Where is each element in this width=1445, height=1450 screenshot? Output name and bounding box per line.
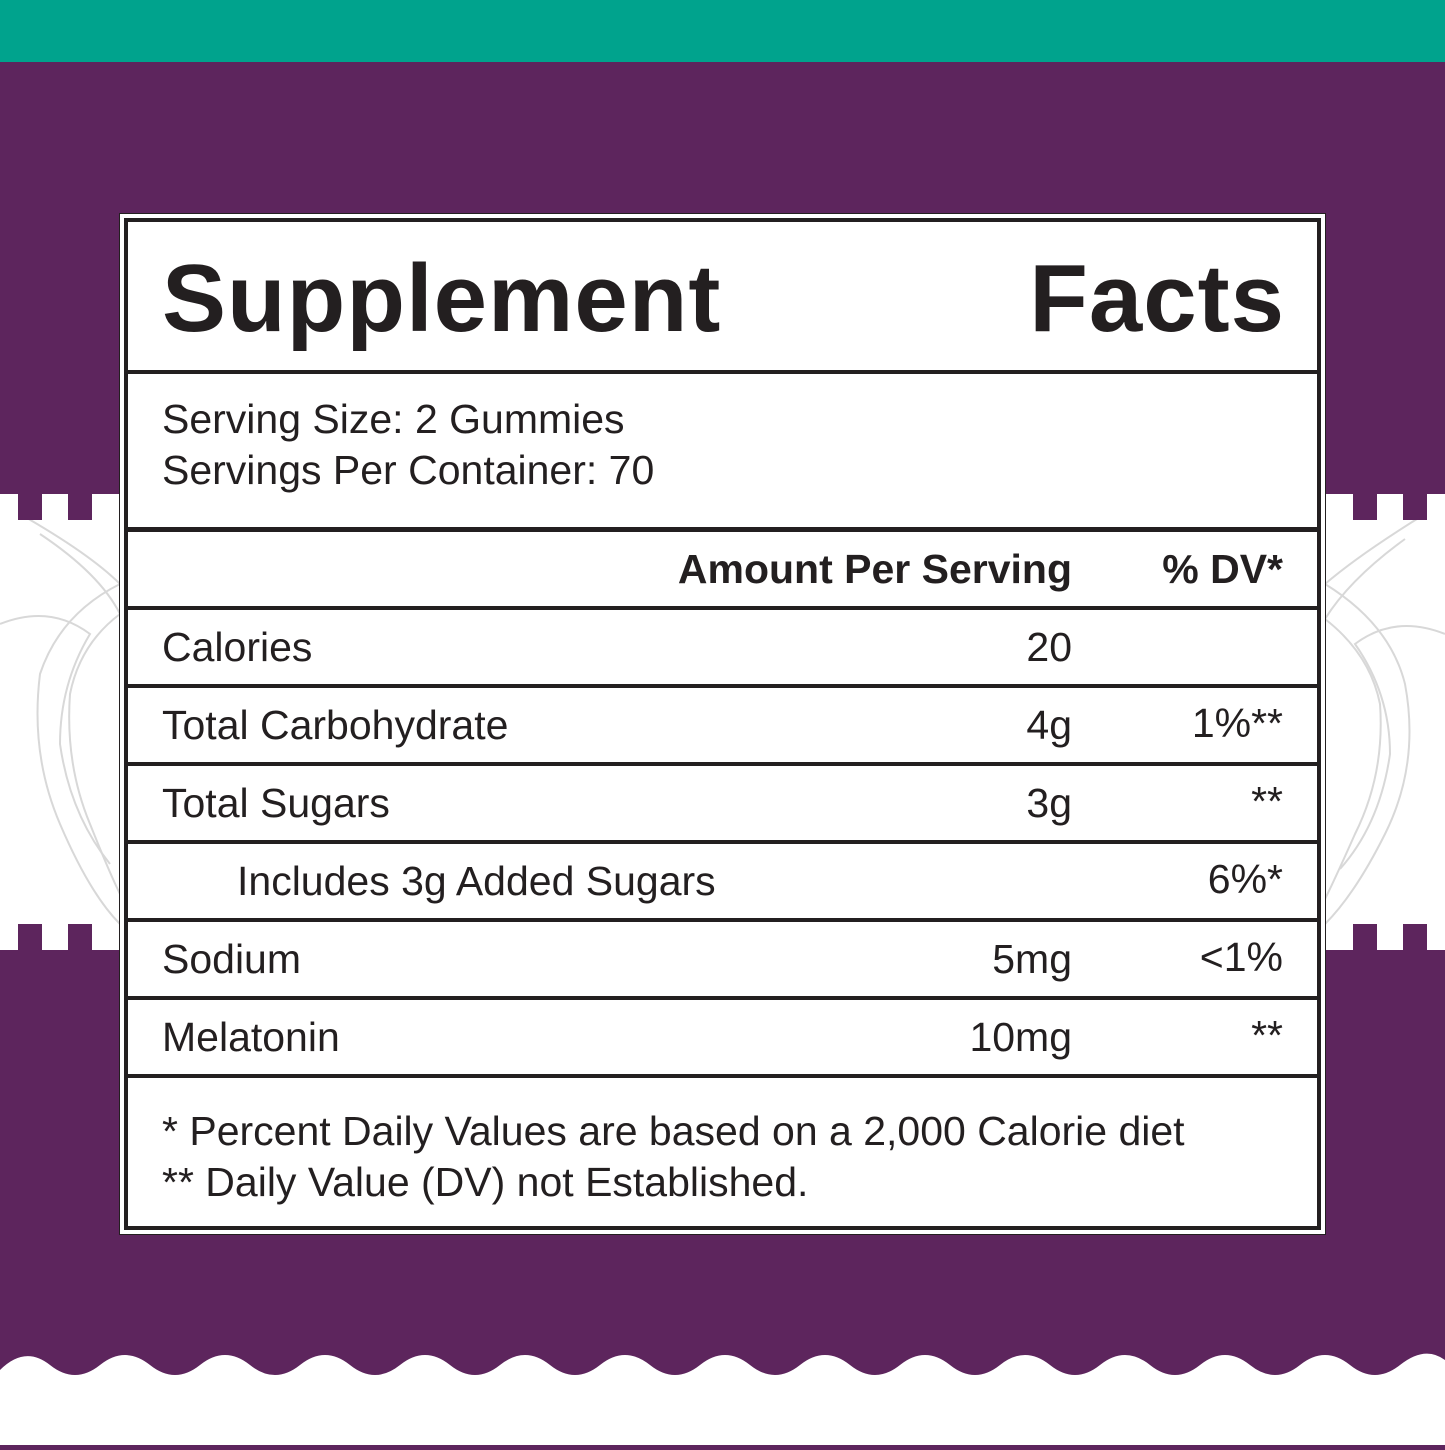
header-amount-per-serving: Amount Per Serving (677, 546, 1072, 592)
table-row: Total Sugars 3g ** (128, 766, 1317, 844)
nutrient-name: Melatonin (162, 1014, 340, 1060)
table-row: Total Carbohydrate 4g 1%** (128, 688, 1317, 766)
nutrient-name: Sodium (162, 936, 302, 982)
serving-info: Serving Size: 2 Gummies Servings Per Con… (128, 374, 1317, 532)
nutrient-dv: <1% (1199, 934, 1283, 980)
header-daily-value: % DV* (1162, 546, 1283, 592)
teal-top-band (0, 0, 1445, 62)
label-panel (119, 213, 1326, 1235)
nutrient-amount: 10mg (969, 1014, 1072, 1060)
crenel-decoration (68, 924, 92, 950)
servings-per-container: Servings Per Container: 70 (162, 447, 655, 493)
crenel-decoration (1403, 494, 1427, 520)
table-row: Includes 3g Added Sugars 6%* (128, 844, 1317, 922)
footnotes: * Percent Daily Values are based on a 2,… (128, 1078, 1317, 1226)
column-header-row: Amount Per Serving % DV* (128, 532, 1317, 610)
crenel-decoration (18, 494, 42, 520)
nutrient-name: Total Sugars (162, 780, 390, 826)
nutrient-amount: 20 (1026, 624, 1072, 670)
crenel-decoration (1353, 494, 1377, 520)
title-word-supplement: Supplement (162, 245, 722, 352)
facts-title: Supplement Facts (128, 222, 1317, 374)
contour-line-pattern (0, 513, 1445, 925)
table-row: Sodium 5mg <1% (128, 922, 1317, 1000)
footnote-percent-dv: * Percent Daily Values are based on a 2,… (162, 1108, 1185, 1154)
serving-size: Serving Size: 2 Gummies (162, 396, 625, 442)
crenel-decoration (1403, 924, 1427, 950)
wavy-bottom-edge (0, 1353, 1445, 1445)
table-row: Melatonin 10mg ** (128, 1000, 1317, 1078)
nutrient-dv: ** (1251, 778, 1283, 824)
nutrient-dv: ** (1251, 1012, 1283, 1058)
nutrient-dv: 1%** (1191, 700, 1283, 746)
supplement-facts-table: Supplement Facts Serving Size: 2 Gummies… (124, 218, 1321, 1230)
title-word-facts: Facts (1029, 245, 1285, 352)
nutrient-amount: 3g (1026, 780, 1072, 826)
crenel-decoration (18, 924, 42, 950)
nutrient-name: Calories (162, 624, 313, 670)
nutrient-amount: 5mg (992, 936, 1072, 982)
nutrient-name: Total Carbohydrate (162, 702, 509, 748)
table-row: Calories 20 (128, 610, 1317, 688)
footnote-dv-not-established: ** Daily Value (DV) not Established. (162, 1159, 809, 1205)
nutrient-dv: 6%* (1207, 856, 1283, 902)
nutrient-amount: 4g (1026, 702, 1072, 748)
crenel-decoration (68, 494, 92, 520)
crenel-decoration (1353, 924, 1377, 950)
nutrient-name: Includes 3g Added Sugars (237, 858, 716, 904)
